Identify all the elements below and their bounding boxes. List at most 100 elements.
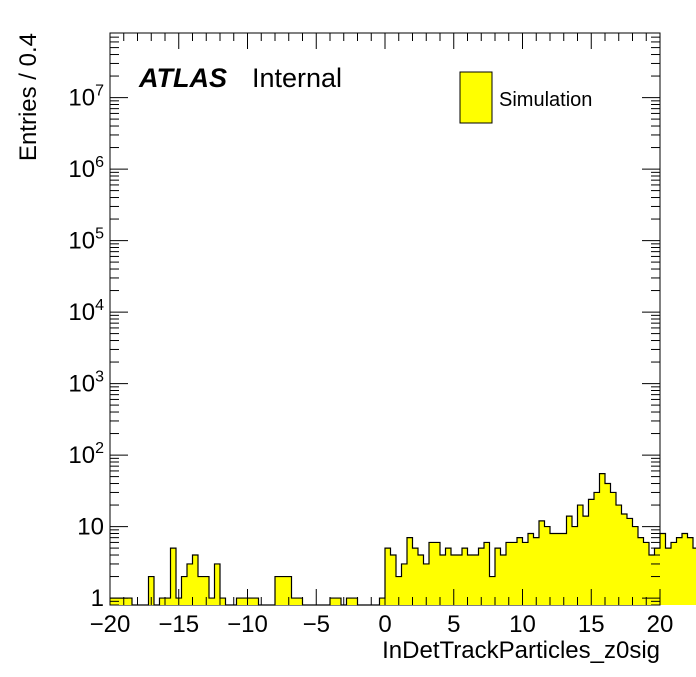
histogram-bar <box>638 537 644 605</box>
histogram-bar <box>676 537 682 605</box>
histogram-bar <box>599 473 605 605</box>
histogram-bar <box>445 548 451 605</box>
legend-label: Simulation <box>499 89 592 111</box>
histogram-bar <box>412 548 418 605</box>
x-tick-label: 20 <box>647 611 674 638</box>
atlas-label-text: ATLAS <box>138 63 227 93</box>
histogram-bar <box>561 533 567 605</box>
x-tick-labels: −20 −15 −10 −5 0 5 10 15 20 <box>90 611 674 638</box>
legend: Simulation <box>459 71 592 124</box>
histogram-bar <box>687 537 693 605</box>
legend-swatch <box>459 71 493 124</box>
histogram-bar <box>627 518 633 605</box>
histogram-bar <box>379 598 385 605</box>
histogram-bar <box>649 555 655 605</box>
histogram-bar <box>555 533 561 605</box>
histogram-bar <box>187 563 193 605</box>
histogram-bar <box>621 513 627 605</box>
histogram-bar <box>671 542 677 605</box>
histogram-bar <box>473 555 479 605</box>
histogram-bar <box>390 555 396 605</box>
histogram-bar <box>594 492 600 605</box>
histogram-bar <box>511 542 517 605</box>
histogram-bar <box>253 598 259 605</box>
histogram-bar <box>572 526 578 605</box>
x-tick-label: −20 <box>90 611 131 638</box>
histogram-bar <box>440 555 446 605</box>
histogram-bar <box>489 576 495 605</box>
x-tick-label: 5 <box>447 611 460 638</box>
histogram-bar <box>610 492 616 605</box>
histogram-bar <box>577 505 583 605</box>
histogram-bar <box>462 548 468 605</box>
histogram-outline <box>110 473 696 606</box>
y-tick-label: 1 <box>91 585 104 612</box>
histogram-bar <box>632 526 638 605</box>
y-tick-label: 105 <box>68 226 104 255</box>
histogram-bars <box>110 473 696 605</box>
histogram-bar <box>588 499 594 605</box>
histogram-bar <box>335 598 341 605</box>
y-tick-label: 10 <box>77 514 104 541</box>
histogram-bar <box>148 576 154 605</box>
histogram-bar <box>198 576 204 605</box>
histogram-bar <box>566 516 572 605</box>
histogram-bar <box>126 598 132 605</box>
histogram-bar <box>159 598 165 605</box>
histogram-bar <box>181 576 187 605</box>
atlas-internal-text: Internal <box>252 63 342 93</box>
histogram-bar <box>539 520 545 605</box>
histogram-bar <box>429 542 435 605</box>
histogram-bar <box>170 548 176 605</box>
histogram-bar <box>434 542 440 605</box>
y-tick-label: 107 <box>68 83 104 112</box>
histogram-bar <box>693 548 696 605</box>
histogram-bar <box>616 505 622 605</box>
y-tick-labels: 1 10 102 103 104 105 106 107 <box>68 83 104 612</box>
histogram-bar <box>500 555 506 605</box>
histogram-bar <box>451 555 457 605</box>
histogram-bar <box>484 542 490 605</box>
histogram-bar <box>478 548 484 605</box>
histogram-bar <box>665 548 671 605</box>
atlas-label: ATLAS Internal <box>138 63 342 93</box>
histogram-bar <box>236 598 242 605</box>
histogram-bar <box>544 526 550 605</box>
histogram-bar <box>583 516 589 605</box>
histogram-bar <box>330 598 336 605</box>
histogram-bar <box>517 537 523 605</box>
histogram-bar <box>165 598 171 605</box>
histogram-bar <box>528 533 534 605</box>
y-tick-label: 102 <box>68 440 104 469</box>
histogram-bar <box>352 598 358 605</box>
axis-ticks <box>109 32 661 606</box>
histogram-bar <box>247 598 253 605</box>
histogram-bar <box>522 542 528 605</box>
y-axis-title: Entries / 0.4 <box>15 33 42 161</box>
histogram-bar <box>401 563 407 605</box>
histogram-bar <box>660 533 666 605</box>
histogram-bar <box>605 483 611 605</box>
histogram-bar <box>385 548 391 605</box>
histogram-bar <box>214 563 220 605</box>
histogram-bar <box>275 576 281 605</box>
histogram-bar <box>220 598 226 605</box>
histogram-bar <box>242 598 248 605</box>
x-tick-label: 0 <box>378 611 391 638</box>
histogram-bar <box>423 563 429 605</box>
x-axis-title: InDetTrackParticles_z0sig <box>382 637 660 664</box>
histogram-bar <box>203 576 209 605</box>
histogram-bar <box>291 598 297 605</box>
histogram-bar <box>643 542 649 605</box>
histogram-bar <box>418 555 424 605</box>
histogram-bar <box>192 555 198 605</box>
histogram-bar <box>533 537 539 605</box>
histogram-bar <box>467 555 473 605</box>
histogram-bar <box>346 598 352 605</box>
histogram-bar <box>407 537 413 605</box>
y-tick-label: 104 <box>68 297 104 326</box>
histogram-bar <box>506 542 512 605</box>
histogram-bar <box>297 598 303 605</box>
